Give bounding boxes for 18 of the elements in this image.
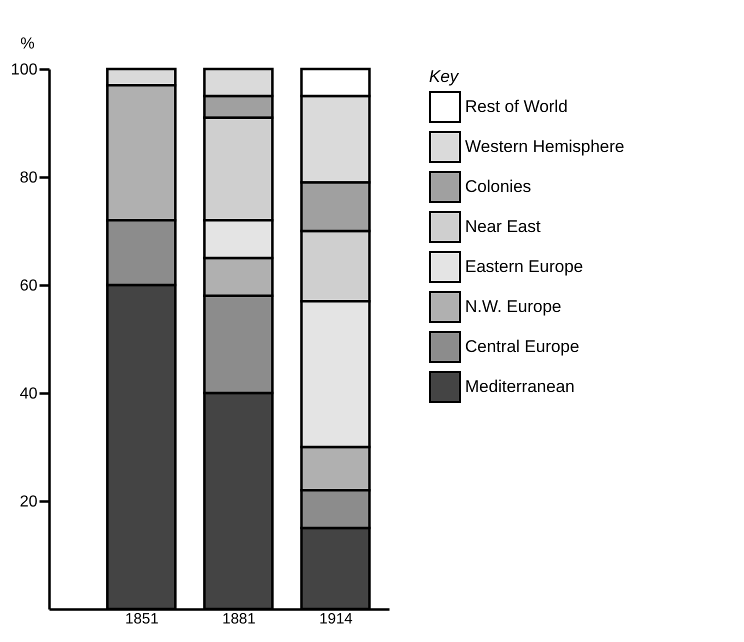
- y-tick-label: 20: [20, 494, 38, 510]
- legend-label: Western Hemisphere: [465, 137, 624, 156]
- legend-label: Central Europe: [465, 337, 580, 356]
- legend-label: Colonies: [465, 177, 532, 196]
- legend-label: N.W. Europe: [465, 297, 562, 316]
- y-tick-label: 60: [20, 278, 38, 294]
- x-tick-label: 1881: [222, 610, 256, 628]
- y-axis-title: %: [20, 36, 35, 52]
- y-tick-label: 100: [10, 62, 38, 78]
- y-tick-label: 80: [20, 170, 38, 186]
- legend-label: Eastern Europe: [465, 257, 584, 276]
- x-tick-label: 1914: [319, 610, 353, 628]
- x-tick-label: 1851: [125, 610, 159, 628]
- legend-label: Mediterranean: [465, 377, 575, 396]
- legend-label: Rest of World: [465, 97, 568, 116]
- y-tick-label: 40: [20, 386, 38, 402]
- legend-label: Near East: [465, 217, 541, 236]
- legend-title: Key: [429, 67, 460, 86]
